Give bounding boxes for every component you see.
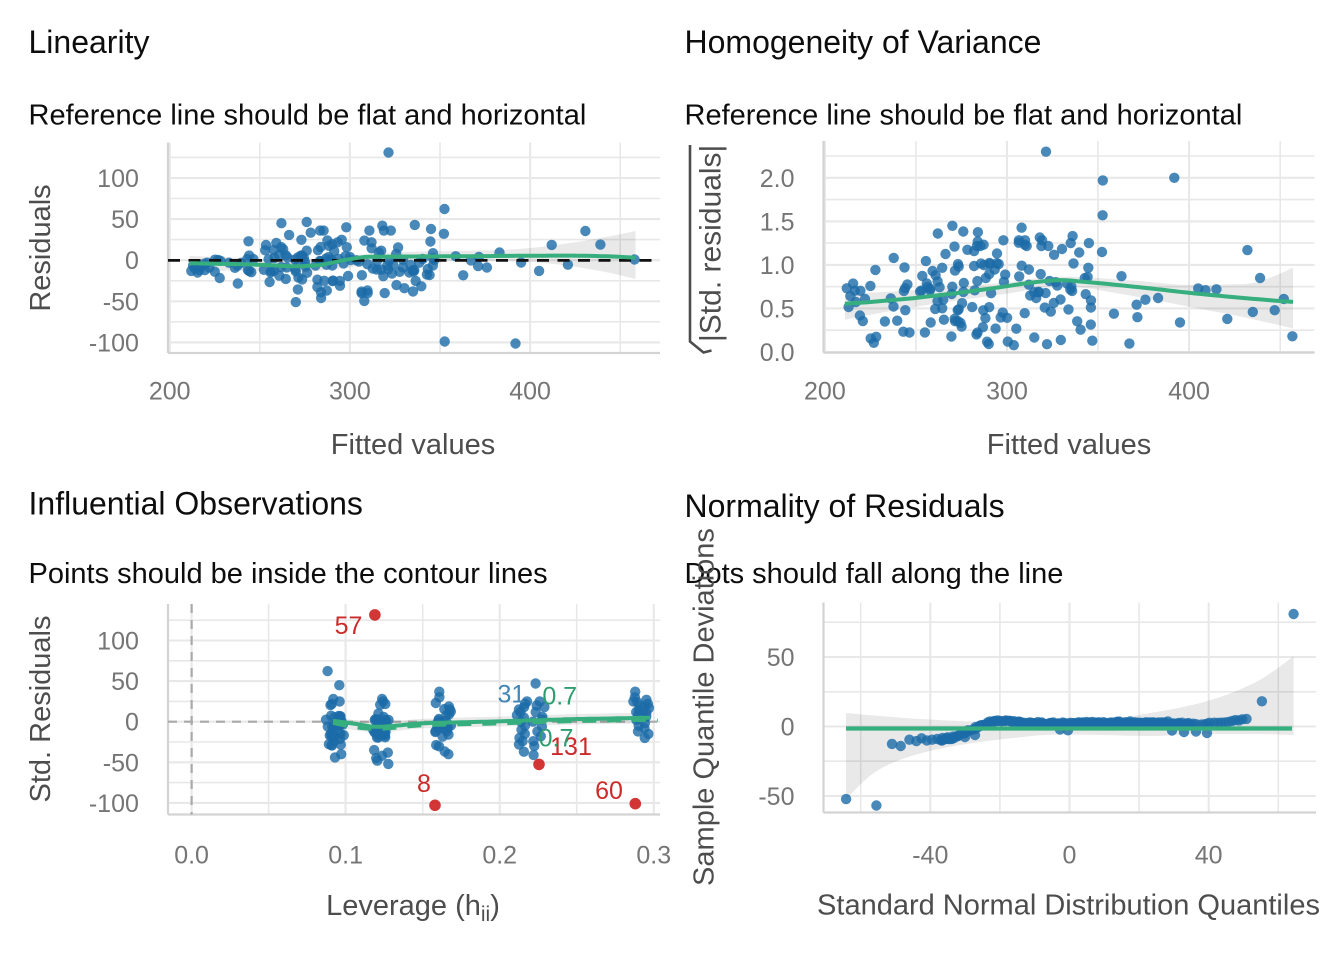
svg-text:0.1: 0.1 <box>328 842 363 870</box>
svg-text:400: 400 <box>509 378 551 406</box>
svg-text:-50: -50 <box>758 783 794 811</box>
svg-text:2.0: 2.0 <box>760 165 795 193</box>
svg-text:Leverage (hii): Leverage (hii) <box>326 890 500 926</box>
svg-text:0.5: 0.5 <box>760 295 795 323</box>
svg-text:40: 40 <box>1195 842 1223 870</box>
svg-text:Influential Observations: Influential Observations <box>29 486 363 522</box>
svg-text:60: 60 <box>595 777 623 805</box>
svg-text:Normality of Residuals: Normality of Residuals <box>685 488 1005 524</box>
svg-text:50: 50 <box>767 644 795 672</box>
svg-text:0.0: 0.0 <box>760 339 795 367</box>
svg-text:0.7: 0.7 <box>539 725 574 753</box>
svg-text:0: 0 <box>125 247 139 275</box>
svg-text:300: 300 <box>986 378 1028 406</box>
svg-text:0.2: 0.2 <box>482 842 517 870</box>
svg-text:8: 8 <box>417 770 431 798</box>
svg-text:-50: -50 <box>103 288 139 316</box>
svg-text:Homogeneity of Variance: Homogeneity of Variance <box>685 24 1042 60</box>
svg-text:Fitted values: Fitted values <box>987 429 1151 461</box>
svg-text:Points should be inside the co: Points should be inside the contour line… <box>29 558 548 590</box>
svg-text:0.3: 0.3 <box>636 842 671 870</box>
svg-text:Fitted values: Fitted values <box>331 429 495 461</box>
svg-text:-50: -50 <box>103 749 139 777</box>
svg-text:100: 100 <box>97 628 139 656</box>
svg-text:-100: -100 <box>89 329 139 357</box>
svg-text:Linearity: Linearity <box>29 24 150 60</box>
svg-text:31: 31 <box>497 681 525 709</box>
svg-text:200: 200 <box>804 378 846 406</box>
svg-text:-40: -40 <box>912 842 948 870</box>
svg-text:|Std. residuals|: |Std. residuals| <box>695 145 728 342</box>
svg-text:50: 50 <box>111 668 139 696</box>
svg-text:400: 400 <box>1168 378 1210 406</box>
svg-text:131: 131 <box>550 733 592 761</box>
svg-text:0: 0 <box>781 714 795 742</box>
svg-text:1.5: 1.5 <box>760 208 795 236</box>
svg-text:Sample Quantile Deviations: Sample Quantile Deviations <box>689 528 721 886</box>
svg-text:50: 50 <box>111 206 139 234</box>
svg-text:0: 0 <box>1063 842 1077 870</box>
svg-text:Residuals: Residuals <box>25 184 57 311</box>
svg-text:100: 100 <box>97 165 139 193</box>
svg-text:Standard Normal Distribution Q: Standard Normal Distribution Quantiles <box>817 890 1320 922</box>
svg-text:300: 300 <box>329 378 371 406</box>
svg-text:-100: -100 <box>89 790 139 818</box>
svg-text:1.0: 1.0 <box>760 252 795 280</box>
svg-text:200: 200 <box>149 378 191 406</box>
svg-text:Reference line should be flat: Reference line should be flat and horizo… <box>29 99 587 131</box>
svg-text:Dots should fall along the lin: Dots should fall along the line <box>685 558 1064 590</box>
svg-text:0.0: 0.0 <box>174 842 209 870</box>
svg-text:Std. Residuals: Std. Residuals <box>25 616 57 803</box>
svg-text:0: 0 <box>125 709 139 737</box>
svg-text:Reference line should be flat: Reference line should be flat and horizo… <box>685 99 1243 131</box>
svg-text:57: 57 <box>335 612 363 640</box>
svg-text:0.7: 0.7 <box>542 682 577 710</box>
